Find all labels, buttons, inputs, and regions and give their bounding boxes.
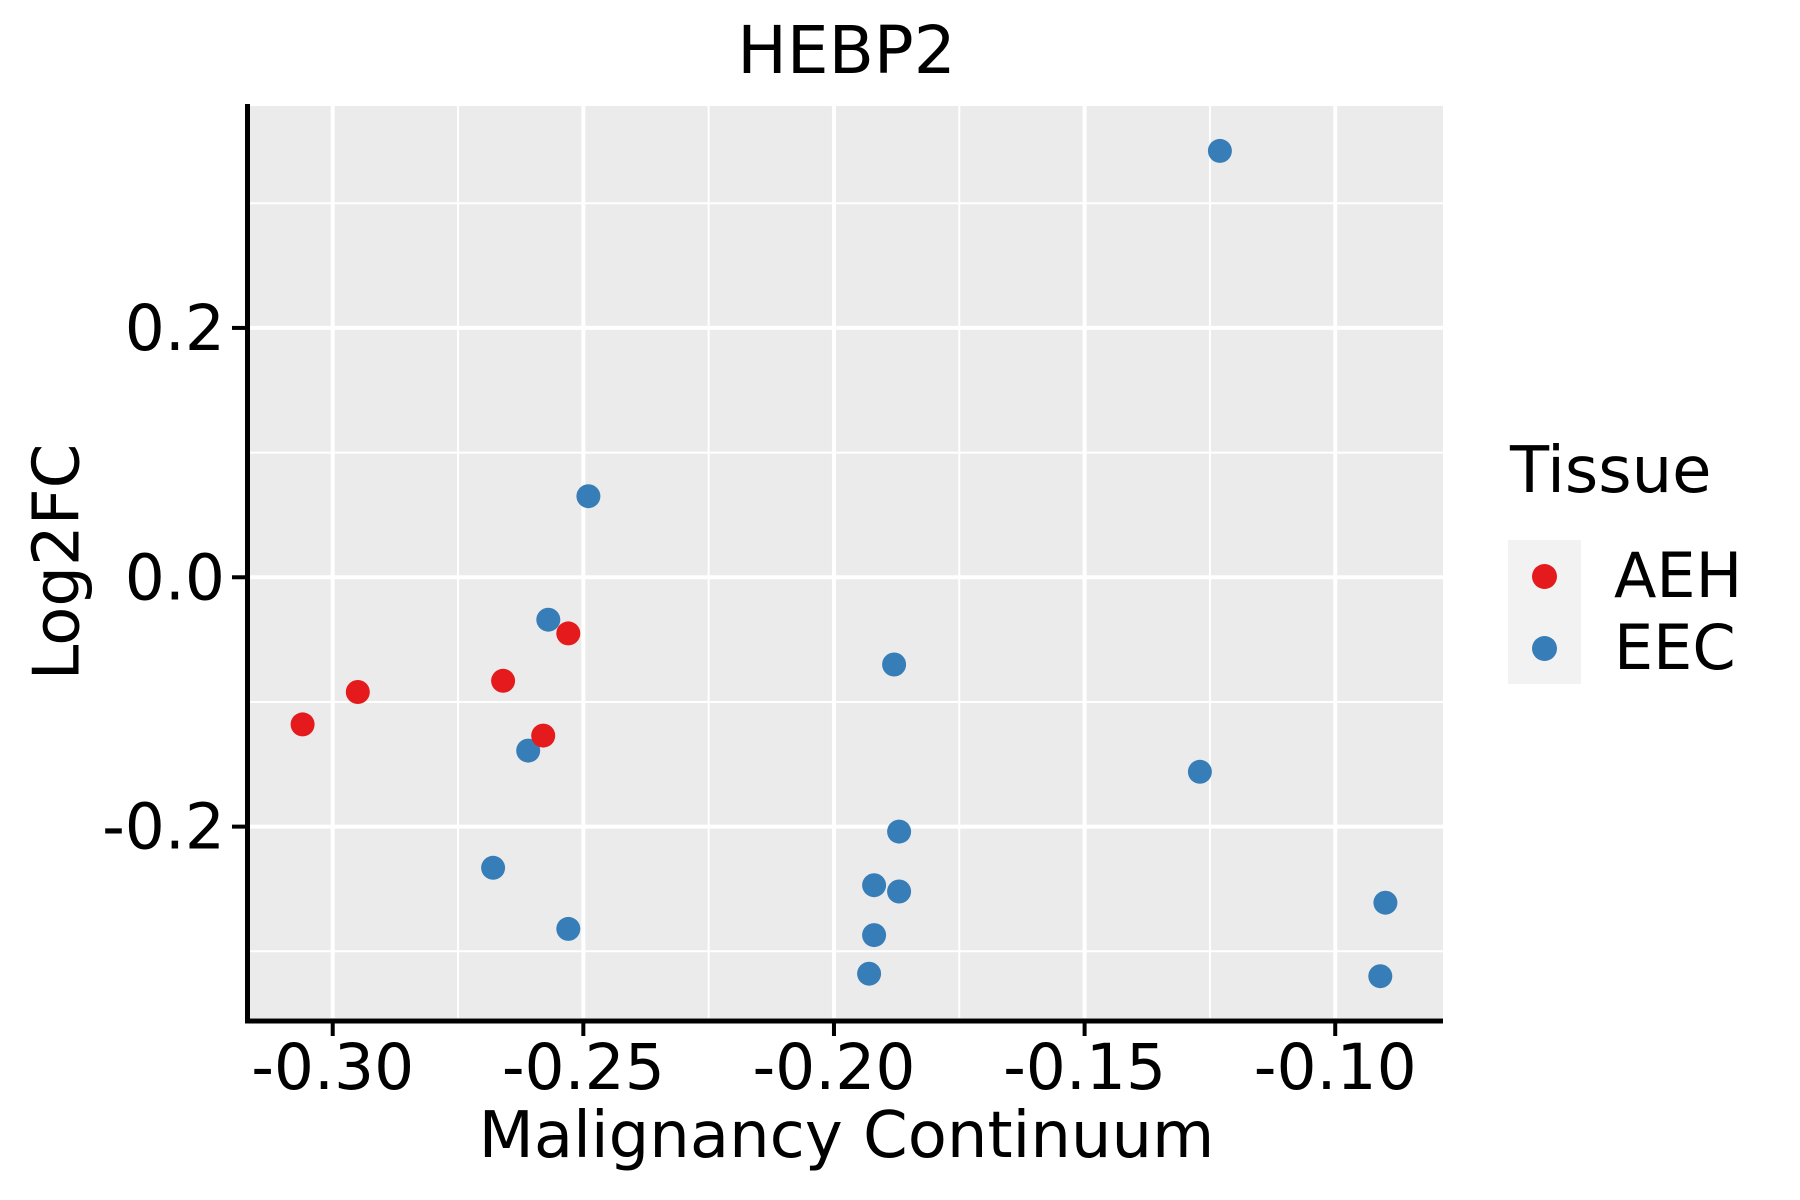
data-point-aeh — [345, 680, 370, 704]
x-tick-label: -0.10 — [1254, 1031, 1417, 1104]
aeh-dot-icon — [1532, 563, 1557, 589]
data-point-eec — [1368, 964, 1393, 989]
plot-panel — [250, 106, 1443, 1018]
data-point-eec — [536, 607, 561, 632]
data-point-eec — [887, 819, 912, 844]
data-point-eec — [516, 738, 541, 763]
data-point-eec — [556, 916, 581, 941]
data-point-aeh — [531, 723, 556, 748]
data-point-aeh — [556, 621, 581, 646]
data-point-eec — [481, 855, 506, 880]
legend-key-eec — [1508, 612, 1581, 684]
x-tick-label: -0.20 — [752, 1031, 915, 1104]
y-axis-title: Log2FC — [20, 443, 95, 681]
eec-dot-icon — [1532, 635, 1557, 661]
plot-title: HEBP2 — [737, 12, 956, 89]
y-tick-label: -0.2 — [102, 791, 225, 864]
legend-label-aeh: AEH — [1614, 539, 1743, 612]
data-point-aeh — [290, 712, 315, 737]
data-point-eec — [1187, 759, 1212, 784]
data-point-eec — [887, 879, 912, 904]
legend-items: AEH EEC — [1508, 540, 1800, 684]
data-point-eec — [1373, 890, 1398, 915]
x-tick-label: -0.25 — [502, 1031, 665, 1104]
data-point-eec — [857, 961, 882, 986]
x-tick-label: -0.15 — [1003, 1031, 1166, 1104]
y-tick-label: 0.0 — [125, 541, 225, 614]
data-point-aeh — [491, 668, 516, 693]
data-point-eec — [862, 923, 887, 948]
legend: Tissue AEH EEC — [1508, 434, 1800, 684]
y-tick-label: 0.2 — [125, 292, 225, 365]
data-point-eec — [1207, 138, 1232, 163]
x-tick-label: -0.30 — [251, 1031, 414, 1104]
x-axis-title: Malignancy Continuum — [478, 1099, 1215, 1173]
data-point-eec — [882, 652, 907, 677]
data-point-eec — [576, 484, 601, 509]
legend-key-aeh — [1508, 540, 1581, 612]
legend-label-eec: EEC — [1614, 611, 1736, 684]
legend-item-eec: EEC — [1508, 612, 1800, 684]
legend-item-aeh: AEH — [1508, 540, 1800, 612]
data-point-eec — [862, 873, 887, 898]
legend-title: Tissue — [1510, 434, 1712, 508]
